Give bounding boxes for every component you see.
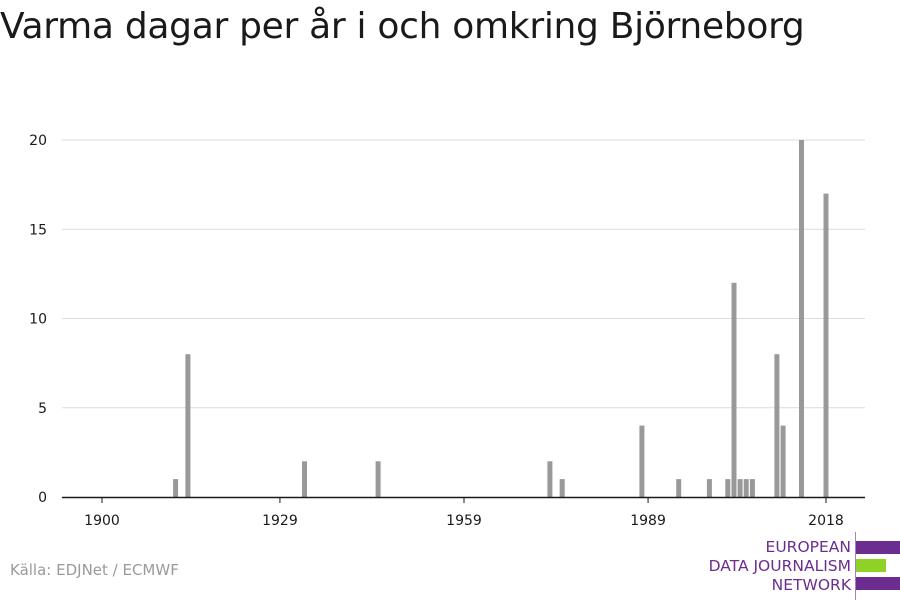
bar-1933 <box>302 461 307 497</box>
bar-2004 <box>737 479 743 497</box>
bar-2002 <box>725 479 731 497</box>
bar-1914 <box>185 354 191 497</box>
y-tick-label: 10 <box>29 312 47 328</box>
y-tick-label: 5 <box>38 401 47 417</box>
x-tick-label: 2018 <box>808 513 844 529</box>
bar-2005 <box>743 479 749 497</box>
gridlines <box>62 139 865 409</box>
x-tick-label: 1989 <box>630 513 666 529</box>
bar-1999 <box>706 479 712 497</box>
logo-bar-2 <box>856 559 886 572</box>
bar-1912 <box>173 479 179 497</box>
y-tick-label: 0 <box>38 490 47 506</box>
logo-text-line-2: DATA JOURNALISM <box>708 557 851 575</box>
edjnet-logo[interactable]: EUROPEAN DATA JOURNALISM NETWORK <box>700 532 900 600</box>
bar-1994 <box>676 479 682 497</box>
chart-title: Varma dagar per år i och omkring Björneb… <box>0 6 805 47</box>
y-tick-label: 20 <box>29 133 47 149</box>
bar-1945 <box>375 461 381 497</box>
bar-2003 <box>731 282 737 497</box>
source-note: Källa: EDJNet / ECMWF <box>10 561 179 579</box>
axes: 0 5 10 15 20 1900 1929 1959 1989 2018 <box>29 133 865 529</box>
bar-2018 <box>823 193 829 497</box>
bars <box>173 140 829 497</box>
x-tick-label: 1959 <box>446 513 482 529</box>
logo-bar-1 <box>856 541 900 554</box>
y-tick-label: 15 <box>29 222 47 238</box>
logo-text-line-1: EUROPEAN <box>765 538 851 556</box>
bar-2011 <box>780 425 786 497</box>
bar-1973 <box>547 461 553 497</box>
x-tick-label: 1929 <box>262 513 298 529</box>
bar-2006 <box>749 479 755 497</box>
logo-divider <box>855 532 856 600</box>
logo-bar-3 <box>856 577 900 590</box>
bar-1988 <box>639 425 645 497</box>
bar-2014 <box>799 140 804 497</box>
logo-text-line-3: NETWORK <box>771 576 851 594</box>
bar-1975 <box>559 479 565 497</box>
bar-2010 <box>774 354 780 497</box>
x-tick-label: 1900 <box>84 513 120 529</box>
